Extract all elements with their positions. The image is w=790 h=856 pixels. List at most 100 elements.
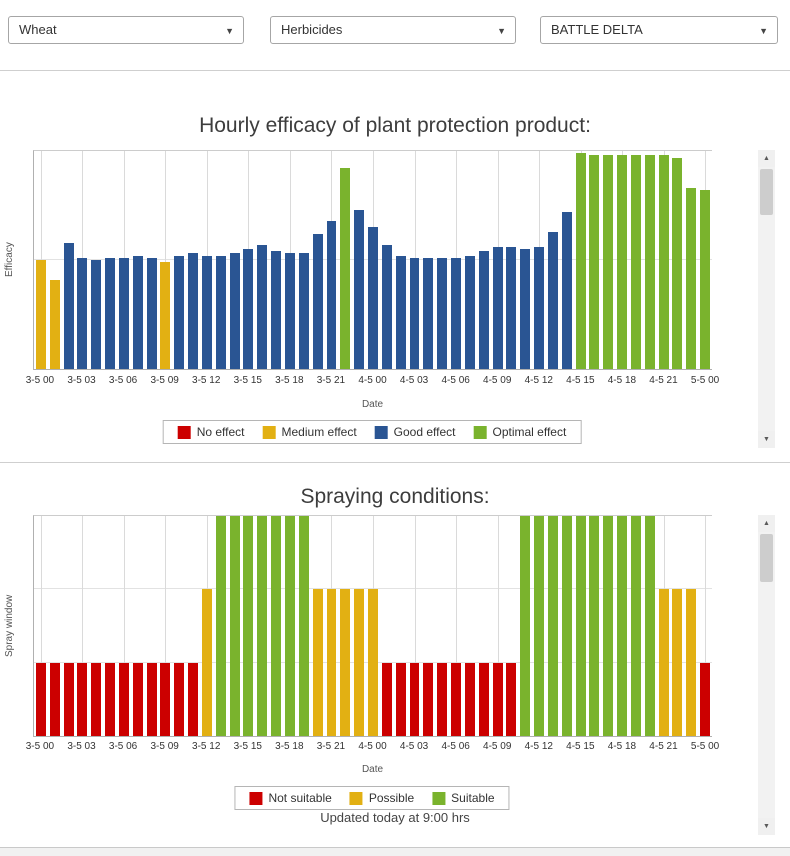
chart-bar xyxy=(492,246,503,369)
chart-bar xyxy=(686,188,697,369)
chart-bar xyxy=(534,246,544,369)
chart-bar xyxy=(658,589,669,736)
chart-bar xyxy=(423,662,434,736)
legend-item: No effect xyxy=(177,425,245,439)
chart-bar xyxy=(409,257,420,369)
chart-bar xyxy=(451,257,461,369)
chart-bar xyxy=(561,516,572,736)
chart-bar xyxy=(63,242,74,369)
scroll-down-icon[interactable]: ▼ xyxy=(758,818,775,835)
chart-bar xyxy=(340,589,351,736)
legend-item: Not suitable xyxy=(249,791,332,805)
plot-area xyxy=(33,150,712,370)
legend-label: Optimal effect xyxy=(492,425,567,439)
chart-bar xyxy=(700,190,711,369)
vertical-scrollbar[interactable]: ▲ ▼ xyxy=(758,150,775,448)
x-tick-label: 4-5 06 xyxy=(441,375,470,386)
x-tick-label: 4-5 03 xyxy=(399,741,429,752)
chart-bar xyxy=(617,155,628,369)
chart-bar xyxy=(658,155,669,369)
x-tick-label: 4-5 09 xyxy=(483,741,512,752)
legend-swatch-icon xyxy=(177,425,191,439)
chart-bar xyxy=(188,662,199,736)
vertical-gridline xyxy=(123,516,125,736)
chart-bar xyxy=(257,244,268,369)
legend-label: Suitable xyxy=(451,791,495,805)
x-tick-label: 3-5 18 xyxy=(275,741,304,752)
legend-item: Medium effect xyxy=(262,425,357,439)
chart-bar xyxy=(534,516,544,736)
vertical-gridline xyxy=(165,151,167,369)
chart-bar xyxy=(229,516,240,736)
chart-bar xyxy=(630,155,641,369)
x-tick-label: 3-5 15 xyxy=(233,375,262,386)
x-tick-label: 4-5 15 xyxy=(566,375,595,386)
chart-bar xyxy=(215,255,226,369)
x-tick-label: 3-5 21 xyxy=(316,741,346,752)
scroll-up-icon[interactable]: ▲ xyxy=(758,150,775,167)
chart-bar xyxy=(77,662,88,736)
chart-bar xyxy=(464,662,475,736)
chart-bar xyxy=(672,589,683,736)
scrollbar-thumb[interactable] xyxy=(760,534,773,582)
chart-bar xyxy=(298,516,309,736)
x-tick-label: 3-5 12 xyxy=(192,741,221,752)
chart-bar xyxy=(700,662,711,736)
chart-bar xyxy=(160,662,171,736)
horizontal-scrollbar[interactable] xyxy=(0,847,790,856)
vertical-scrollbar[interactable]: ▲ ▼ xyxy=(758,515,775,835)
x-tick-label: 4-5 00 xyxy=(358,741,387,752)
category-select-value: Herbicides xyxy=(281,22,343,37)
chart-bar xyxy=(520,516,531,736)
legend-label: Good effect xyxy=(393,425,456,439)
chart-bar xyxy=(437,662,448,736)
x-tick-label: 3-5 00 xyxy=(25,375,55,386)
chart-bar xyxy=(575,516,586,736)
category-select[interactable]: Herbicides ▼ xyxy=(270,16,516,44)
x-tick-label: 4-5 18 xyxy=(607,375,637,386)
legend-swatch-icon xyxy=(249,791,263,805)
efficacy-chart-title: Hourly efficacy of plant protection prod… xyxy=(199,114,591,137)
y-axis-label: Spray window xyxy=(4,594,15,658)
chart-bar xyxy=(132,255,143,369)
x-tick-label: 3-5 06 xyxy=(108,741,138,752)
x-axis-labels: 3-5 00 3-5 03 3-5 06 3-5 09 3-5 12 3-5 15 3-5 … xyxy=(26,741,720,755)
chart-bar xyxy=(354,589,365,736)
x-tick-label: 4-5 21 xyxy=(649,741,678,752)
chart-bar xyxy=(271,251,282,369)
vertical-gridline xyxy=(497,516,499,736)
scrollbar-thumb[interactable] xyxy=(760,169,773,215)
legend: Not suitable Possible Suitable xyxy=(234,786,510,810)
x-tick-label: 3-5 00 xyxy=(25,741,55,752)
chart-bar xyxy=(312,589,323,736)
legend-swatch-icon xyxy=(262,425,276,439)
chart-bar xyxy=(243,516,254,736)
crop-select[interactable]: Wheat ▼ xyxy=(8,16,244,44)
chart-bar xyxy=(451,662,461,736)
scroll-up-icon[interactable]: ▲ xyxy=(758,515,775,532)
chart-bar xyxy=(617,516,628,736)
product-select[interactable]: BATTLE DELTA ▼ xyxy=(540,16,778,44)
scroll-down-icon[interactable]: ▼ xyxy=(758,431,775,448)
updated-timestamp: Updated today at 9:00 hrs xyxy=(320,810,470,825)
x-tick-label: 4-5 03 xyxy=(399,375,429,386)
chart-bar xyxy=(575,153,586,369)
chart-bar xyxy=(354,209,365,369)
chart-bar xyxy=(284,516,295,736)
legend-item: Good effect xyxy=(374,425,456,439)
x-tick-label: 4-5 06 xyxy=(441,741,470,752)
x-tick-label: 3-5 09 xyxy=(150,741,179,752)
chart-bar xyxy=(464,255,475,369)
x-tick-label: 3-5 03 xyxy=(67,375,96,386)
divider xyxy=(0,70,790,71)
chart-bar xyxy=(437,257,448,369)
x-tick-label: 3-5 06 xyxy=(108,375,138,386)
chart-bar xyxy=(35,260,46,369)
chart-bar xyxy=(201,255,212,369)
chart-bar xyxy=(644,155,655,369)
chart-bar xyxy=(118,257,129,369)
chart-bar xyxy=(201,589,212,736)
legend-swatch-icon xyxy=(432,791,446,805)
x-tick-label: 4-5 18 xyxy=(607,741,637,752)
chart-bar xyxy=(229,253,240,369)
